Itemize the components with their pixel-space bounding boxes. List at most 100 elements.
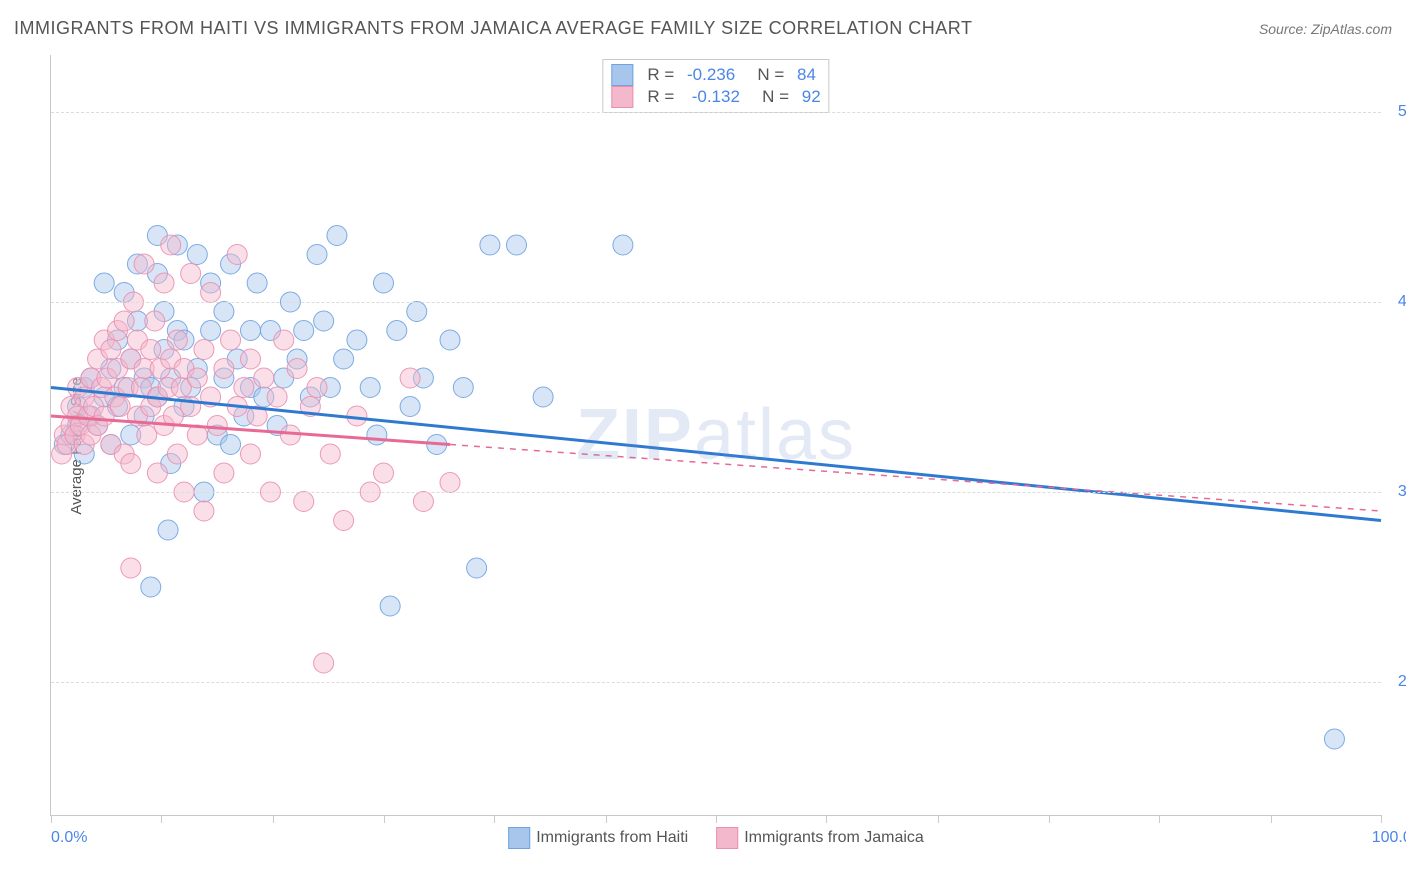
scatter-point	[247, 273, 267, 293]
scatter-point	[141, 577, 161, 597]
n-label: N =	[743, 65, 789, 85]
chart-header: IMMIGRANTS FROM HAITI VS IMMIGRANTS FROM…	[14, 18, 1392, 39]
scatter-point	[533, 387, 553, 407]
x-tick	[1381, 815, 1382, 823]
x-tick	[1049, 815, 1050, 823]
scatter-point	[214, 359, 234, 379]
scatter-point	[1324, 729, 1344, 749]
scatter-point	[453, 378, 473, 398]
plot-area: ZIPatlas R = -0.236 N = 84R = -0.132 N =…	[50, 55, 1381, 816]
scatter-point	[320, 444, 340, 464]
source-label: Source: ZipAtlas.com	[1259, 21, 1392, 37]
correlation-legend: R = -0.236 N = 84R = -0.132 N = 92	[602, 59, 829, 113]
scatter-point	[374, 273, 394, 293]
x-tick	[273, 815, 274, 823]
source-name: ZipAtlas.com	[1311, 21, 1392, 37]
scatter-point	[307, 245, 327, 265]
scatter-point	[114, 311, 134, 331]
scatter-point	[121, 454, 141, 474]
scatter-point	[194, 340, 214, 360]
gridline	[51, 112, 1381, 113]
x-tick	[161, 815, 162, 823]
legend-swatch	[508, 827, 530, 849]
scatter-point	[374, 463, 394, 483]
scatter-point	[221, 330, 241, 350]
x-tick	[1271, 815, 1272, 823]
legend-item: Immigrants from Haiti	[508, 827, 688, 849]
legend-row: R = -0.132 N = 92	[611, 86, 820, 108]
legend-swatch	[611, 86, 633, 108]
scatter-point	[214, 463, 234, 483]
legend-item: Immigrants from Jamaica	[716, 827, 924, 849]
scatter-point	[334, 349, 354, 369]
legend-label: Immigrants from Jamaica	[744, 829, 924, 846]
y-tick-label: 5.00	[1398, 103, 1406, 121]
scatter-point	[294, 321, 314, 341]
scatter-point	[137, 425, 157, 445]
scatter-point	[110, 397, 130, 417]
gridline	[51, 682, 1381, 683]
scatter-point	[400, 397, 420, 417]
x-tick	[606, 815, 607, 823]
scatter-point	[440, 330, 460, 350]
scatter-point	[134, 254, 154, 274]
scatter-point	[314, 311, 334, 331]
n-label: N =	[748, 87, 794, 107]
scatter-point	[145, 311, 165, 331]
scatter-point	[480, 235, 500, 255]
scatter-point	[94, 273, 114, 293]
scatter-point	[380, 596, 400, 616]
scatter-point	[201, 283, 221, 303]
n-value: 84	[797, 65, 816, 85]
r-label: R =	[647, 87, 683, 107]
x-max-label: 100.0%	[1372, 829, 1406, 847]
scatter-point	[467, 558, 487, 578]
x-tick	[826, 815, 827, 823]
scatter-point	[387, 321, 407, 341]
scatter-point	[187, 368, 207, 388]
gridline	[51, 492, 1381, 493]
scatter-point	[507, 235, 527, 255]
trend-line-dashed	[450, 445, 1381, 512]
scatter-point	[227, 245, 247, 265]
scatter-point	[334, 511, 354, 531]
r-value: -0.132	[692, 87, 740, 107]
y-tick-label: 2.00	[1398, 673, 1406, 691]
n-value: 92	[802, 87, 821, 107]
legend-row: R = -0.236 N = 84	[611, 64, 820, 86]
scatter-point	[167, 330, 187, 350]
x-tick	[716, 815, 717, 823]
scatter-point	[241, 444, 261, 464]
scatter-point	[194, 501, 214, 521]
scatter-point	[201, 321, 221, 341]
scatter-point	[440, 473, 460, 493]
legend-swatch	[611, 64, 633, 86]
gridline	[51, 302, 1381, 303]
x-tick	[1159, 815, 1160, 823]
x-tick	[938, 815, 939, 823]
scatter-point	[267, 387, 287, 407]
x-min-label: 0.0%	[51, 829, 87, 847]
scatter-point	[254, 368, 274, 388]
scatter-point	[154, 273, 174, 293]
x-tick	[384, 815, 385, 823]
legend-label: Immigrants from Haiti	[536, 829, 688, 846]
scatter-point	[241, 349, 261, 369]
r-label: R =	[647, 65, 679, 85]
y-tick-label: 4.00	[1398, 293, 1406, 311]
scatter-point	[221, 435, 241, 455]
y-tick-label: 3.00	[1398, 483, 1406, 501]
scatter-point	[294, 492, 314, 512]
scatter-point	[214, 302, 234, 322]
scatter-point	[101, 340, 121, 360]
scatter-point	[121, 558, 141, 578]
x-tick	[494, 815, 495, 823]
scatter-point	[407, 302, 427, 322]
scatter-svg	[51, 55, 1381, 815]
series-legend: Immigrants from Haiti Immigrants from Jam…	[508, 827, 924, 849]
r-value: -0.236	[687, 65, 735, 85]
scatter-point	[158, 520, 178, 540]
scatter-point	[241, 321, 261, 341]
scatter-point	[181, 264, 201, 284]
scatter-point	[613, 235, 633, 255]
